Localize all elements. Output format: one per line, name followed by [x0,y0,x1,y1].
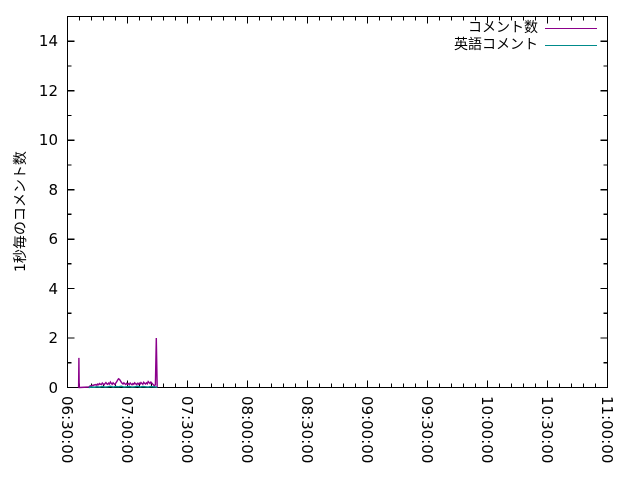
y-tick-label: 0 [48,378,58,397]
y-tick-label: 10 [38,131,58,150]
legend-label: コメント数 [468,20,538,36]
y-tick-label: 8 [48,180,58,199]
x-tick-label: 10:00:00 [477,396,496,464]
legend-color-key [545,28,597,29]
plot-area-frame [67,16,608,388]
x-tick-label: 11:00:00 [597,396,616,464]
y-tick-label: 6 [48,230,58,249]
axis-ticks [66,15,609,389]
x-tick-label: 08:00:00 [237,396,256,464]
y-axis-title: 1秒毎のコメント数 [13,151,29,272]
y-tick-label: 2 [48,329,58,348]
y-tick-label: 14 [38,32,58,51]
x-tick-label: 07:30:00 [177,396,196,464]
x-tick-label: 06:30:00 [57,396,76,464]
x-tick-label: 09:00:00 [357,396,376,464]
series-line [88,385,158,389]
x-tick-label: 07:00:00 [117,396,136,464]
x-tick-label: 09:30:00 [417,396,436,464]
y-tick-label: 12 [38,81,58,100]
legend-color-key [545,45,597,46]
y-tick-label: 4 [48,279,58,298]
series-line [77,338,158,389]
legend-label: 英語コメント [454,37,538,53]
x-tick-label: 08:30:00 [297,396,316,464]
data-series-layer [77,338,158,389]
x-tick-label: 10:30:00 [537,396,556,464]
